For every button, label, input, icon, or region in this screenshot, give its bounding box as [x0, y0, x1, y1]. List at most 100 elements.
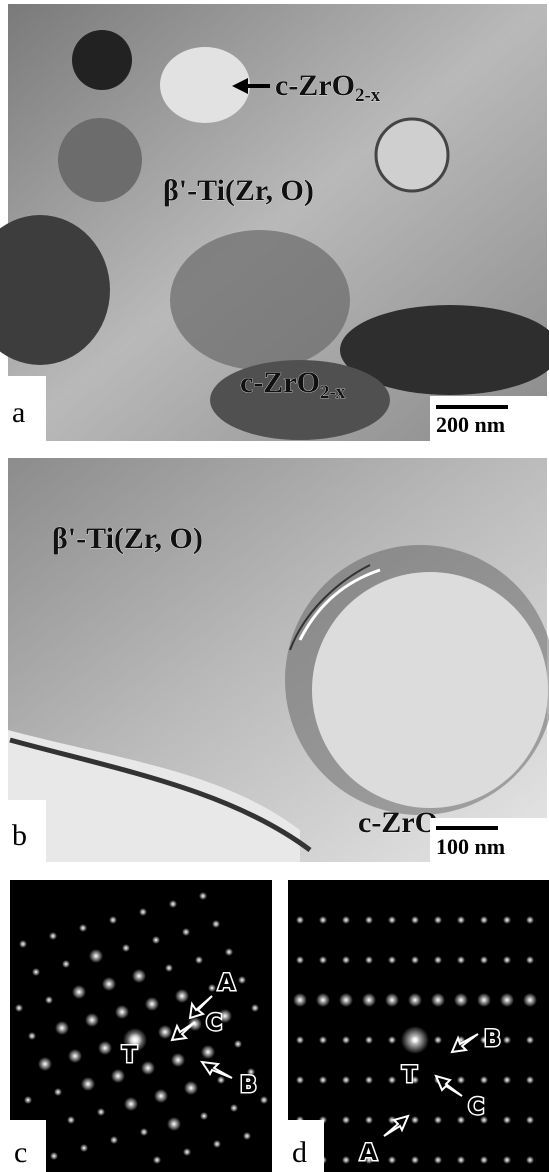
diffraction-pattern [288, 880, 549, 1172]
spot [24, 1096, 32, 1104]
spot [342, 956, 350, 964]
diffraction-pattern [10, 880, 272, 1172]
spot [457, 1076, 465, 1084]
spot [296, 1076, 304, 1084]
annotation: β'-Ti(Zr, O) [163, 174, 314, 207]
spot [79, 924, 87, 932]
panel-label: b [12, 819, 27, 852]
spot [169, 900, 177, 908]
spot [480, 1156, 488, 1164]
spot [38, 1057, 52, 1071]
spot [319, 916, 327, 924]
annotation-text: c-ZrO [358, 806, 438, 839]
spot [111, 1069, 125, 1083]
spot [141, 1061, 155, 1075]
spot [342, 1076, 350, 1084]
spot [434, 1036, 442, 1044]
spot [175, 989, 189, 1003]
spot [80, 1144, 88, 1152]
panel-d: d B T C A [288, 880, 549, 1172]
spot [15, 1004, 23, 1012]
spot [339, 993, 353, 1007]
spot [260, 1096, 268, 1104]
spot [132, 969, 146, 983]
spot [319, 1036, 327, 1044]
spot [200, 1112, 208, 1120]
spot [62, 960, 70, 968]
panel-label: d [292, 1136, 307, 1169]
spot [296, 916, 304, 924]
spot [526, 916, 534, 924]
spot [342, 916, 350, 924]
figure: c-ZrO2-x β'-Ti(Zr, O) c-ZrO2-x a 200 nm … [0, 0, 549, 1172]
page: c-ZrO2-x β'-Ti(Zr, O) c-ZrO2-x a 200 nm … [0, 0, 549, 1172]
spot [293, 993, 307, 1007]
spot [140, 1128, 148, 1136]
spot [365, 1116, 373, 1124]
panel-label: a [12, 396, 25, 429]
annotation-sub: 2-x [320, 382, 346, 403]
spot [388, 956, 396, 964]
spot [365, 1076, 373, 1084]
spot [208, 984, 216, 992]
spot [411, 1116, 419, 1124]
spot [526, 956, 534, 964]
spot [171, 1053, 185, 1067]
spot-label: T [402, 1063, 417, 1088]
spot [72, 985, 86, 999]
spot [503, 1036, 511, 1044]
spot [401, 1026, 429, 1054]
spot [342, 1036, 350, 1044]
spot [388, 1156, 396, 1164]
spot-label: T [122, 1043, 137, 1068]
spot [319, 956, 327, 964]
spot-label: A [218, 971, 235, 996]
spot-label: C [468, 1095, 484, 1120]
spot [115, 1005, 129, 1019]
spot [408, 993, 422, 1007]
panel-a: c-ZrO2-x β'-Ti(Zr, O) c-ZrO2-x a 200 nm [0, 4, 549, 441]
spot [55, 1021, 69, 1035]
scale-label: 100 nm [436, 834, 505, 859]
spot-label: B [484, 1027, 501, 1052]
spot [243, 1132, 251, 1140]
spot [98, 1041, 112, 1055]
spot [217, 1076, 225, 1084]
spot [139, 908, 147, 916]
spot [296, 956, 304, 964]
spot [503, 1156, 511, 1164]
spot [122, 944, 130, 952]
spot [480, 1076, 488, 1084]
spot [19, 940, 27, 948]
spot [89, 949, 103, 963]
annotation-text: c-ZrO [240, 366, 320, 399]
particle [312, 572, 548, 808]
spot [212, 920, 220, 928]
spot [388, 916, 396, 924]
spot [362, 993, 376, 1007]
spot [365, 916, 373, 924]
spot [296, 1036, 304, 1044]
spot [411, 1156, 419, 1164]
spot [225, 948, 233, 956]
spot [503, 956, 511, 964]
spot [500, 993, 514, 1007]
spot [158, 1025, 172, 1039]
spot [165, 964, 173, 972]
spot [153, 1156, 161, 1164]
spot [385, 993, 399, 1007]
spot [251, 1004, 259, 1012]
spot [319, 1076, 327, 1084]
spot [81, 1077, 95, 1091]
spot [188, 1017, 202, 1031]
spot [183, 1148, 191, 1156]
spot [431, 993, 445, 1007]
spot [411, 916, 419, 924]
particle [72, 30, 132, 90]
spot [234, 1040, 242, 1048]
spot-label: A [360, 1141, 377, 1166]
spot [54, 1088, 62, 1096]
spot [365, 1036, 373, 1044]
spot [124, 1097, 138, 1111]
spot [184, 1081, 198, 1095]
